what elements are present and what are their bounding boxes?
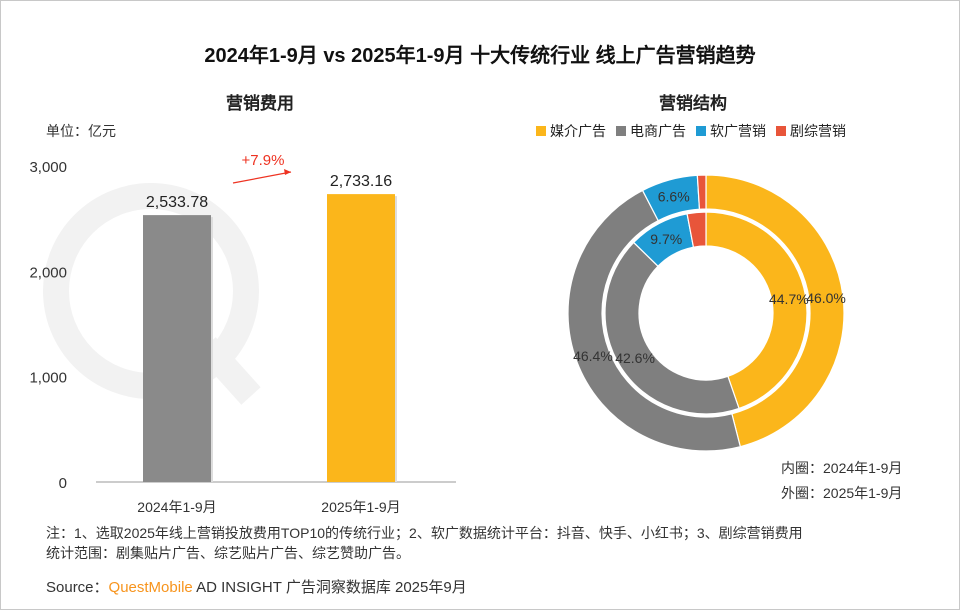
source-brand: QuestMobile: [108, 579, 193, 596]
y-tick-label: 3,000: [29, 159, 67, 176]
growth-arrow: [232, 171, 292, 184]
page-title: 2024年1-9月 vs 2025年1-9月 十大传统行业 线上广告营销趋势: [204, 45, 756, 67]
legend-item: 剧综营销: [776, 121, 846, 141]
inner-slice-4: [686, 211, 707, 248]
outer-slice-4: [696, 174, 707, 210]
footnote-line-1: 注：1、选取2025年线上营销投放费用TOP10的传统行业；2、软广数据统计平台…: [46, 525, 803, 541]
growth-arrowhead: [284, 169, 291, 175]
slice-label: 46.4%: [573, 348, 613, 364]
legend-item: 软广营销: [696, 121, 766, 141]
slice-label: 44.7%: [769, 291, 809, 307]
bar-2: [327, 194, 395, 482]
legend: 媒介广告 电商广告 软广营销 剧综营销: [536, 121, 846, 141]
x-tick-label: 2025年1-9月: [321, 499, 400, 515]
bar-value-label: 2,533.78: [146, 194, 208, 211]
legend-swatch: [536, 126, 546, 136]
legend-swatch: [616, 126, 626, 136]
bar-1: [143, 215, 211, 482]
inner-ring-note: 内圈：2024年1-9月: [781, 460, 903, 476]
inner-slice-1: [705, 211, 808, 410]
donut-chart-subtitle: 营销结构: [659, 94, 727, 113]
bar-chart-subtitle: 营销费用: [226, 94, 294, 113]
watermark-tail: [196, 337, 261, 405]
footnote-line-2: 统计范围：剧集贴片广告、综艺贴片广告、综艺赞助广告。: [46, 545, 410, 561]
source: Source：QuestMobile AD INSIGHT 广告洞察数据库 20…: [46, 576, 467, 597]
legend-item: 媒介广告: [536, 121, 606, 141]
inner-slice-2: [604, 241, 740, 415]
bar-value-label: 2,733.16: [330, 173, 392, 190]
y-tick-label: 2,000: [29, 264, 67, 281]
slice-label: 6.6%: [658, 188, 690, 204]
outer-slice-2: [567, 189, 742, 452]
legend-swatch: [776, 126, 786, 136]
unit-label: 单位：亿元: [46, 123, 116, 139]
legend-item: 电商广告: [616, 121, 686, 141]
slice-label: 46.0%: [806, 290, 846, 306]
slice-label: 9.7%: [650, 231, 682, 247]
y-tick-label: 1,000: [29, 370, 67, 387]
source-rest: AD INSIGHT 广告洞察数据库 2025年9月: [192, 579, 467, 596]
outer-ring-note: 外圈：2025年1-9月: [781, 485, 903, 501]
growth-label: +7.9%: [242, 152, 285, 169]
x-tick-label: 2024年1-9月: [137, 499, 216, 515]
outer-slice-1: [705, 174, 845, 448]
y-tick-label: 0: [59, 475, 67, 492]
source-prefix: Source：: [46, 579, 109, 596]
slice-label: 42.6%: [615, 350, 655, 366]
legend-swatch: [696, 126, 706, 136]
